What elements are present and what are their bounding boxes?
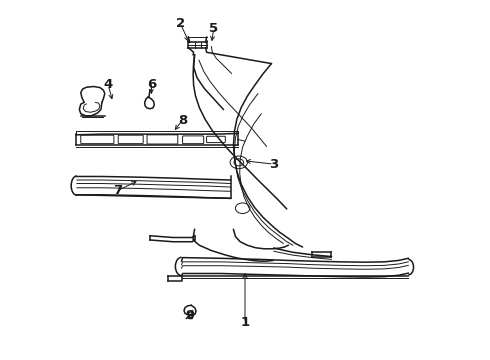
- Text: 4: 4: [103, 78, 113, 91]
- Text: 2: 2: [175, 17, 185, 30]
- Text: 6: 6: [147, 78, 156, 91]
- Text: 5: 5: [209, 22, 219, 35]
- Text: 9: 9: [185, 309, 195, 322]
- Text: 8: 8: [178, 113, 187, 126]
- Text: 1: 1: [241, 316, 249, 329]
- Text: 7: 7: [113, 184, 122, 197]
- Text: 3: 3: [269, 158, 278, 171]
